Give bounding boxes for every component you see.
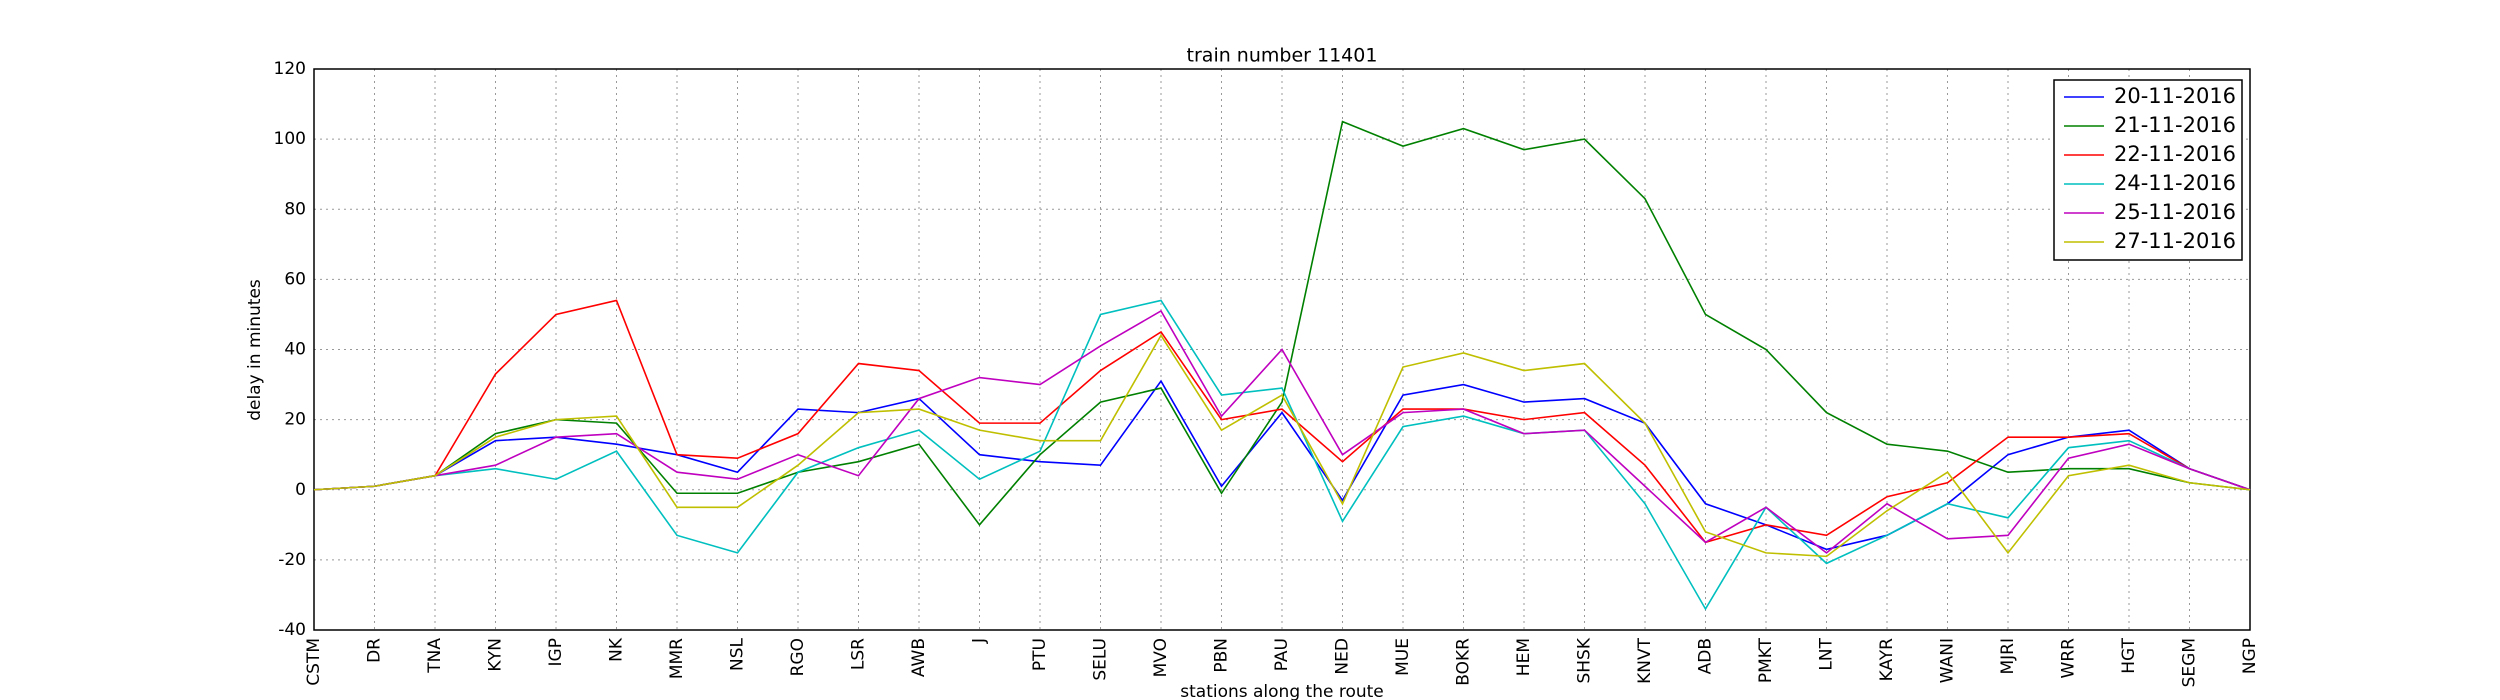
x-tick-label: NGP	[2240, 638, 2260, 674]
x-tick-label: RGO	[788, 638, 808, 676]
x-tick-label: SHSK	[1575, 637, 1595, 683]
x-tick-label: MVO	[1151, 638, 1171, 677]
x-tick-label: SELU	[1091, 638, 1111, 681]
x-tick-label: PMKT	[1756, 637, 1776, 683]
legend-label: 24-11-2016	[2114, 171, 2236, 195]
x-tick-label: CSTM	[304, 638, 324, 686]
x-tick-label: J	[970, 638, 990, 644]
x-tick-label: WRR	[2059, 638, 2079, 679]
series-line	[313, 309, 2251, 554]
x-tick-label: LSR	[849, 638, 869, 670]
x-tick-label: NSL	[728, 637, 748, 671]
x-tick-label: ADB	[1696, 638, 1716, 674]
x-tick-label: LNT	[1817, 637, 1837, 670]
x-tick-label: IGP	[546, 638, 566, 666]
x-tick-label: PAU	[1272, 638, 1292, 671]
x-tick-label: SEGM	[2180, 638, 2200, 687]
y-tick-label: 100	[274, 129, 306, 149]
y-tick-label: 40	[284, 340, 306, 360]
y-tick-label: -40	[278, 620, 306, 640]
y-tick-label: 80	[284, 199, 306, 219]
series-line	[313, 120, 2251, 527]
series-line	[313, 333, 2251, 558]
x-tick-label: KNVT	[1635, 637, 1655, 683]
x-tick-label: NK	[607, 637, 627, 662]
x-tick-label: MUE	[1393, 638, 1413, 676]
y-tick-label: 120	[274, 59, 306, 79]
legend-label: 27-11-2016	[2114, 229, 2236, 253]
legend-label: 22-11-2016	[2114, 142, 2236, 166]
legend-label: 25-11-2016	[2114, 200, 2236, 224]
x-axis-label: stations along the route	[1180, 682, 1384, 700]
x-tick-label: HGT	[2119, 637, 2139, 673]
x-tick-label: DR	[365, 638, 385, 663]
x-tick-label: MMR	[667, 638, 687, 679]
x-tick-label: WANI	[1938, 638, 1958, 683]
x-tick-label: MJRI	[1998, 638, 2018, 675]
x-tick-label: BOKR	[1454, 638, 1474, 686]
x-tick-label: HEM	[1514, 638, 1534, 676]
chart-title: train number 11401	[1187, 45, 1378, 67]
x-tick-label: KAYR	[1877, 638, 1897, 682]
x-tick-label: NED	[1333, 638, 1353, 675]
y-axis-label: delay in minutes	[245, 279, 265, 421]
y-tick-label: -20	[278, 550, 306, 570]
legend-label: 21-11-2016	[2114, 113, 2236, 137]
x-tick-label: PBN	[1212, 638, 1232, 673]
y-tick-label: 0	[295, 480, 306, 500]
x-tick-label: KYN	[486, 638, 506, 672]
y-tick-label: 60	[284, 269, 306, 289]
x-tick-label: PTU	[1030, 638, 1050, 671]
x-tick-label: TNA	[425, 638, 445, 674]
legend-box	[2053, 79, 2243, 261]
legend-label: 20-11-2016	[2114, 84, 2236, 108]
series-line	[313, 299, 2251, 611]
series-line	[313, 299, 2251, 544]
x-tick-label: AWB	[909, 638, 929, 677]
plot-frame	[313, 68, 2251, 631]
y-tick-label: 20	[284, 410, 306, 430]
